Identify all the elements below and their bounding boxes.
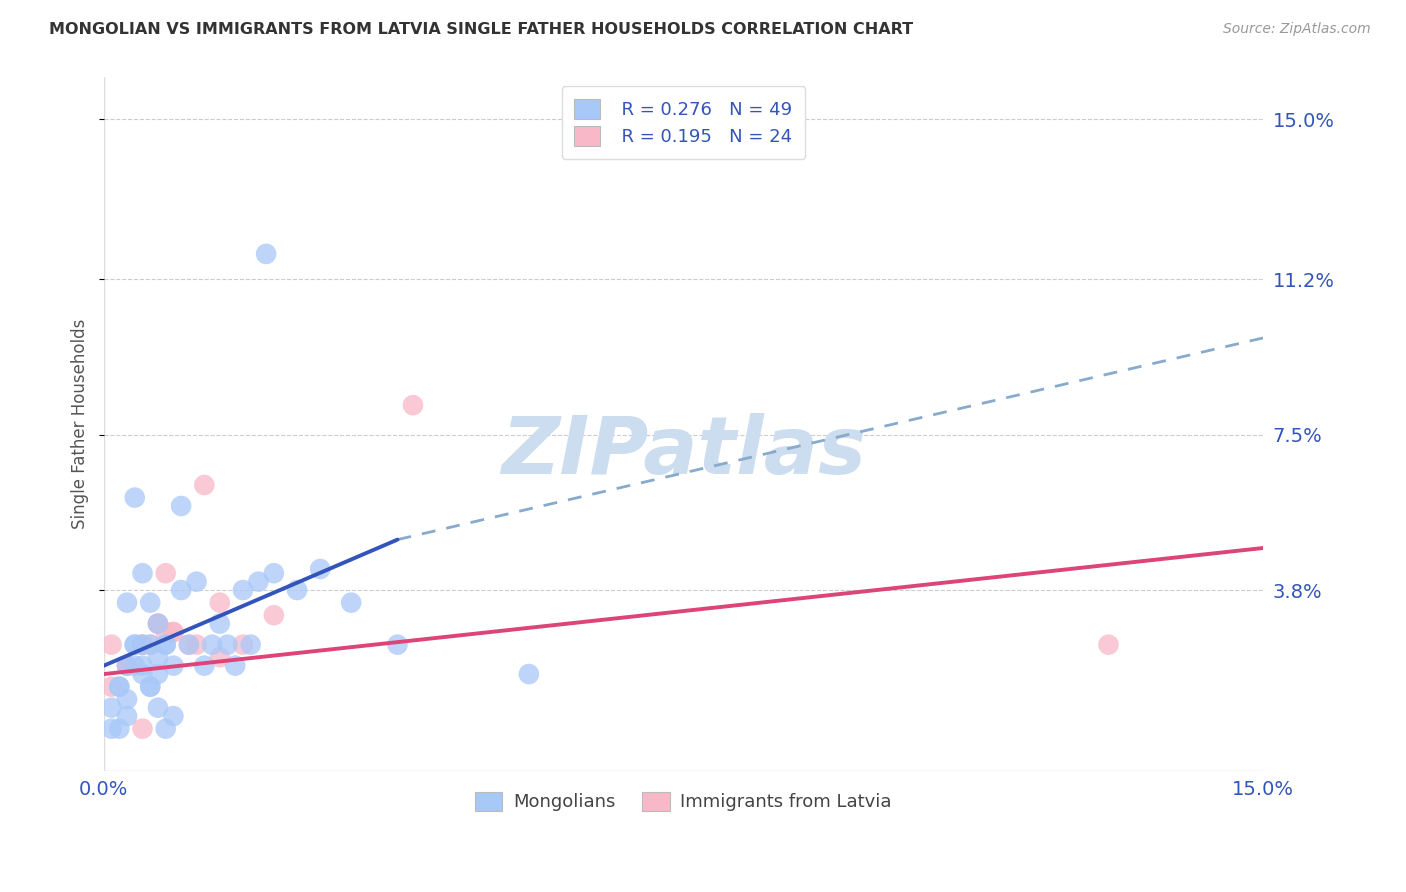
Point: [131, 667, 153, 681]
Point: [254, 247, 277, 261]
Point: [162, 658, 184, 673]
Text: Source: ZipAtlas.com: Source: ZipAtlas.com: [1223, 22, 1371, 37]
Point: [201, 638, 224, 652]
Point: [217, 638, 239, 652]
Point: [517, 667, 540, 681]
Point: [155, 566, 177, 581]
Point: [162, 709, 184, 723]
Point: [186, 574, 208, 589]
Point: [239, 638, 262, 652]
Point: [232, 638, 254, 652]
Point: [131, 638, 153, 652]
Point: [285, 582, 308, 597]
Point: [402, 398, 425, 412]
Point: [247, 574, 270, 589]
Point: [155, 638, 177, 652]
Point: [124, 638, 146, 652]
Point: [115, 692, 138, 706]
Point: [177, 638, 200, 652]
Point: [131, 638, 153, 652]
Point: [208, 596, 231, 610]
Point: [100, 680, 122, 694]
Point: [162, 625, 184, 640]
Point: [124, 491, 146, 505]
Point: [162, 625, 184, 640]
Point: [146, 616, 169, 631]
Point: [139, 638, 162, 652]
Point: [387, 638, 409, 652]
Point: [139, 596, 162, 610]
Point: [1097, 638, 1119, 652]
Point: [155, 722, 177, 736]
Point: [115, 709, 138, 723]
Point: [100, 638, 122, 652]
Point: [131, 722, 153, 736]
Point: [340, 596, 363, 610]
Point: [139, 680, 162, 694]
Point: [263, 608, 285, 623]
Point: [108, 680, 131, 694]
Point: [115, 596, 138, 610]
Point: [155, 625, 177, 640]
Point: [139, 680, 162, 694]
Point: [208, 650, 231, 665]
Point: [170, 582, 193, 597]
Point: [131, 638, 153, 652]
Point: [146, 700, 169, 714]
Point: [170, 499, 193, 513]
Point: [186, 638, 208, 652]
Point: [124, 638, 146, 652]
Point: [115, 658, 138, 673]
Point: [115, 658, 138, 673]
Text: MONGOLIAN VS IMMIGRANTS FROM LATVIA SINGLE FATHER HOUSEHOLDS CORRELATION CHART: MONGOLIAN VS IMMIGRANTS FROM LATVIA SING…: [49, 22, 914, 37]
Point: [100, 700, 122, 714]
Point: [108, 722, 131, 736]
Point: [108, 680, 131, 694]
Point: [100, 722, 122, 736]
Point: [263, 566, 285, 581]
Point: [155, 638, 177, 652]
Point: [232, 582, 254, 597]
Point: [208, 616, 231, 631]
Point: [115, 658, 138, 673]
Point: [115, 658, 138, 673]
Point: [146, 616, 169, 631]
Point: [139, 638, 162, 652]
Point: [193, 658, 215, 673]
Point: [177, 638, 200, 652]
Y-axis label: Single Father Households: Single Father Households: [72, 318, 89, 529]
Point: [224, 658, 246, 673]
Point: [131, 566, 153, 581]
Legend: Mongolians, Immigrants from Latvia: Mongolians, Immigrants from Latvia: [463, 779, 904, 824]
Point: [146, 616, 169, 631]
Point: [131, 658, 153, 673]
Point: [124, 658, 146, 673]
Text: ZIPatlas: ZIPatlas: [501, 413, 866, 491]
Point: [309, 562, 332, 576]
Point: [146, 650, 169, 665]
Point: [193, 478, 215, 492]
Point: [146, 667, 169, 681]
